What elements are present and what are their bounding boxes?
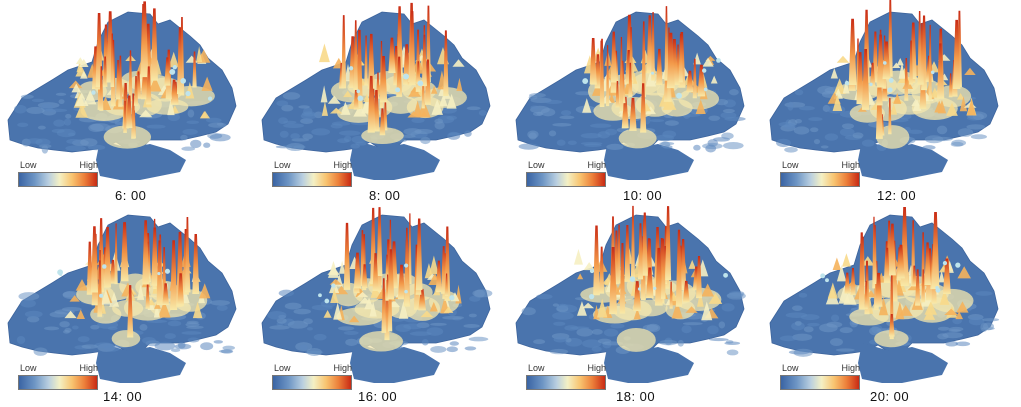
- density-map: [515, 6, 746, 180]
- legend-high-label: High: [587, 363, 606, 373]
- density-map: [7, 214, 237, 383]
- time-label: 14: 00: [103, 389, 143, 404]
- density-map: [261, 2, 491, 180]
- density-map: [515, 205, 746, 383]
- legend-low-label: Low: [274, 363, 291, 373]
- time-label: 10: 00: [623, 188, 663, 203]
- legend-low-label: Low: [20, 160, 37, 170]
- color-legend: Low High: [526, 363, 606, 390]
- legend-gradient-bar: [18, 172, 98, 187]
- legend-low-label: Low: [782, 160, 799, 170]
- time-label: 12: 00: [877, 188, 917, 203]
- legend-low-label: Low: [782, 363, 799, 373]
- legend-gradient-bar: [526, 375, 606, 390]
- time-label: 20: 00: [870, 389, 910, 404]
- density-map: [769, 0, 999, 180]
- legend-low-label: Low: [274, 160, 291, 170]
- color-legend: Low High: [272, 363, 352, 390]
- map-panel: Low High 10: 00: [508, 0, 763, 203]
- map-panel: Low High 6: 00: [0, 0, 255, 203]
- time-label: 8: 00: [369, 188, 401, 203]
- legend-high-label: High: [333, 363, 352, 373]
- legend-low-label: Low: [528, 160, 545, 170]
- color-legend: Low High: [526, 160, 606, 187]
- color-legend: Low High: [18, 363, 98, 390]
- time-label: 18: 00: [616, 389, 656, 404]
- color-legend: Low High: [272, 160, 352, 187]
- legend-high-label: High: [841, 160, 860, 170]
- map-panel: Low High 18: 00: [508, 203, 763, 406]
- color-legend: Low High: [780, 160, 860, 187]
- legend-low-label: Low: [20, 363, 37, 373]
- legend-gradient-bar: [526, 172, 606, 187]
- map-panel: Low High 20: 00: [762, 203, 1017, 406]
- legend-high-label: High: [841, 363, 860, 373]
- legend-high-label: High: [79, 363, 98, 373]
- map-panel: Low High 12: 00: [762, 0, 1017, 203]
- legend-gradient-bar: [272, 375, 352, 390]
- time-label: 6: 00: [115, 188, 147, 203]
- color-legend: Low High: [18, 160, 98, 187]
- density-map: [261, 207, 493, 383]
- legend-gradient-bar: [272, 172, 352, 187]
- density-map: [7, 1, 237, 180]
- legend-high-label: High: [333, 160, 352, 170]
- legend-high-label: High: [587, 160, 606, 170]
- map-panel: Low High 8: 00: [254, 0, 509, 203]
- map-panel: Low High 14: 00: [0, 203, 255, 406]
- density-map: [769, 207, 1000, 383]
- color-legend: Low High: [780, 363, 860, 390]
- legend-gradient-bar: [18, 375, 98, 390]
- time-label: 16: 00: [358, 389, 398, 404]
- legend-gradient-bar: [780, 172, 860, 187]
- legend-high-label: High: [79, 160, 98, 170]
- legend-low-label: Low: [528, 363, 545, 373]
- map-panel: Low High 16: 00: [254, 203, 509, 406]
- legend-gradient-bar: [780, 375, 860, 390]
